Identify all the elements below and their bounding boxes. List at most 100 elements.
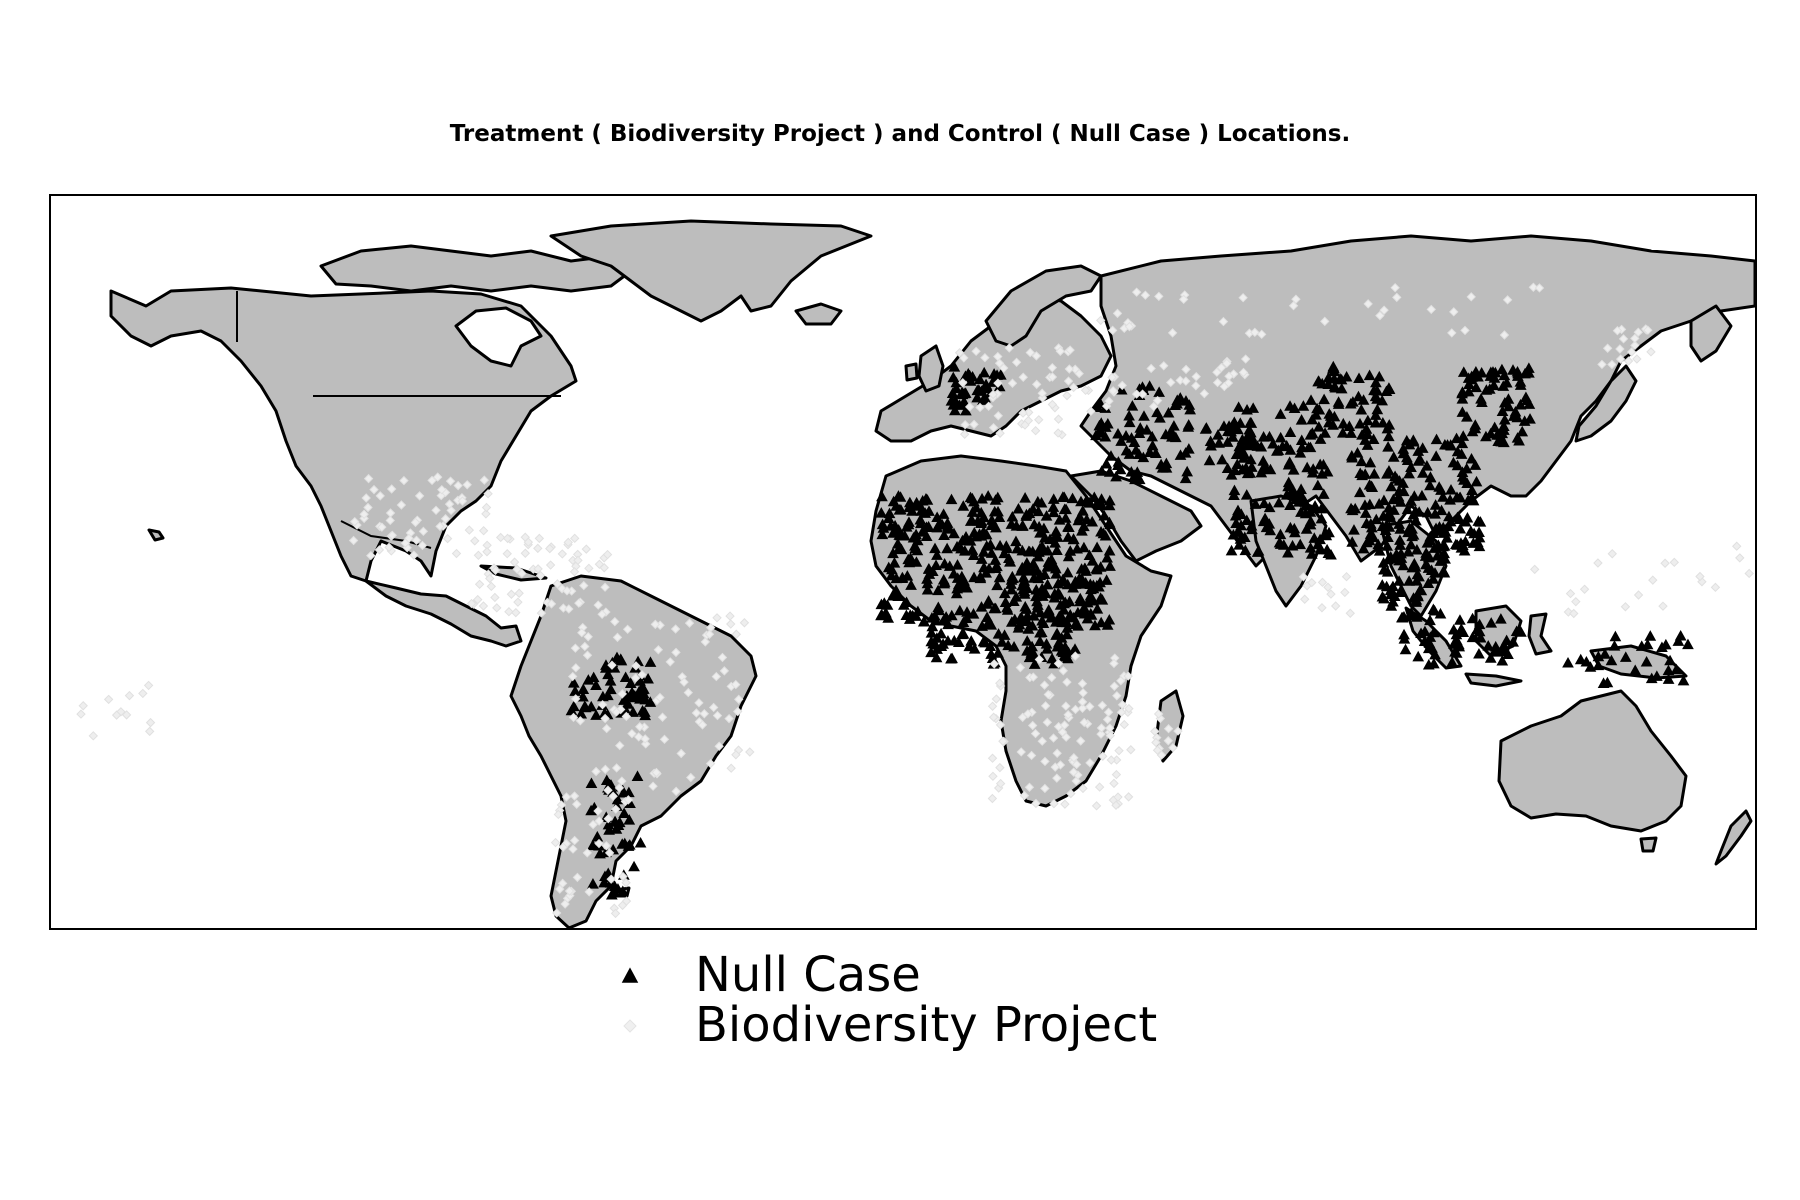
null-case-marker (1454, 523, 1467, 534)
biodiversity-project-marker (584, 887, 594, 897)
null-case-marker (1664, 654, 1676, 666)
biodiversity-project-marker (1111, 769, 1122, 780)
null-case-marker (981, 611, 993, 622)
null-case-marker (1592, 659, 1605, 671)
null-case-marker (1183, 399, 1196, 410)
biodiversity-project-marker (464, 525, 475, 535)
null-case-marker (1383, 508, 1396, 520)
null-case-marker (1306, 427, 1318, 439)
biodiversity-project-marker (1341, 571, 1352, 582)
null-case-marker (1425, 564, 1438, 575)
biodiversity-project-marker (1011, 357, 1022, 368)
null-case-marker (1609, 630, 1622, 642)
null-case-marker (1364, 456, 1377, 468)
null-case-marker (1040, 510, 1053, 521)
null-case-marker (1182, 443, 1195, 454)
null-case-marker (1231, 423, 1244, 435)
null-case-marker (1274, 408, 1287, 419)
biodiversity-project-marker (594, 816, 604, 826)
biodiversity-project-marker (582, 650, 593, 660)
null-case-marker (1321, 466, 1334, 477)
biodiversity-project-marker (993, 378, 1003, 388)
null-case-marker (1422, 658, 1435, 670)
biodiversity-project-marker (699, 709, 710, 719)
null-case-marker (1091, 603, 1104, 614)
null-case-marker (1328, 362, 1340, 374)
japan (1574, 364, 1638, 443)
biodiversity-project-marker (593, 806, 603, 816)
biodiversity-project-marker (1104, 396, 1114, 406)
biodiversity-project-marker (601, 723, 612, 734)
null-case-marker (1067, 581, 1079, 593)
null-case-marker (1511, 370, 1524, 381)
biodiversity-project-marker (653, 645, 664, 655)
null-case-marker (1387, 580, 1399, 592)
null-case-marker (1373, 498, 1386, 509)
biodiversity-project-marker (1643, 325, 1653, 335)
null-case-marker (1445, 484, 1457, 495)
null-case-marker (1263, 501, 1276, 513)
null-case-marker (942, 635, 954, 646)
biodiversity-project-marker (1102, 714, 1113, 725)
null-case-marker (912, 605, 924, 617)
biodiversity-project-marker (545, 543, 555, 554)
null-case-marker (1398, 610, 1410, 622)
new-zealand (1714, 809, 1753, 866)
null-case-marker (1441, 532, 1453, 543)
null-case-marker (1485, 617, 1498, 628)
biodiversity-project-marker (631, 673, 641, 683)
null-case-marker (1031, 595, 1043, 607)
null-case-marker (1453, 491, 1466, 503)
null-case-marker (945, 493, 958, 505)
null-case-marker (1039, 587, 1052, 599)
null-case-marker (925, 646, 937, 658)
biodiversity-project-marker (1113, 792, 1123, 802)
null-case-marker (1318, 393, 1330, 405)
biodiversity-project-marker (1317, 603, 1327, 613)
null-case-marker (971, 384, 984, 396)
biodiversity-project-marker (504, 606, 514, 617)
biodiversity-project-marker (1030, 728, 1041, 739)
null-case-marker (1507, 364, 1519, 375)
biodiversity-project-marker (490, 592, 500, 603)
biodiversity-project-marker (560, 899, 570, 909)
biodiversity-project-marker (1028, 672, 1038, 682)
biodiversity-project-marker (1159, 361, 1169, 371)
null-case-marker (1500, 634, 1513, 646)
null-case-marker (1437, 521, 1450, 533)
biodiversity-project-marker (462, 480, 472, 490)
null-case-marker (1073, 574, 1086, 586)
null-case-marker (1062, 521, 1074, 532)
null-case-marker (937, 508, 950, 519)
null-case-marker (967, 549, 980, 560)
biodiversity-project-marker (1499, 330, 1510, 340)
biodiversity-project-marker (375, 491, 385, 501)
null-case-marker (951, 559, 964, 570)
null-case-marker (1323, 526, 1335, 538)
biodiversity-project-marker (726, 763, 736, 773)
null-case-marker (1134, 422, 1147, 433)
legend-label-biodiversity-project: Biodiversity Project (695, 997, 1158, 1053)
biodiversity-project-marker (1633, 590, 1644, 600)
null-case-marker (1489, 645, 1501, 656)
biodiversity-project-marker (618, 871, 628, 882)
null-case-marker (1329, 381, 1342, 393)
null-case-marker (1090, 563, 1103, 575)
null-case-marker (1407, 436, 1420, 447)
null-case-marker (1284, 499, 1296, 510)
null-case-marker (1460, 462, 1473, 474)
biodiversity-project-marker (1569, 608, 1579, 619)
biodiversity-project-marker (1615, 344, 1625, 354)
null-case-marker (1385, 480, 1398, 492)
biodiversity-project-marker (995, 428, 1005, 438)
biodiversity-project-marker (1053, 414, 1064, 424)
null-case-marker (1437, 540, 1449, 552)
biodiversity-project-marker (1076, 736, 1086, 746)
central-america (364, 579, 523, 648)
null-case-marker (1230, 517, 1242, 529)
null-case-marker (618, 807, 630, 818)
biodiversity-project-marker (995, 762, 1005, 773)
null-case-marker (1458, 544, 1471, 556)
null-case-marker (1216, 453, 1228, 465)
biodiversity-project-marker (1460, 325, 1470, 336)
